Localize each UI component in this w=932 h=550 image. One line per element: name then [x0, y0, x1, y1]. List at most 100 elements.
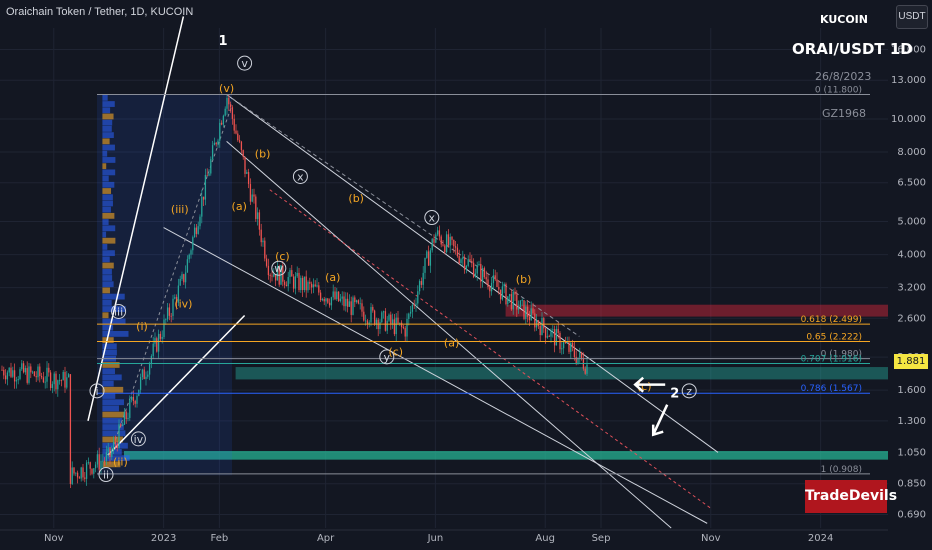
x-tick-label: Nov: [701, 533, 721, 544]
candle: [296, 272, 298, 277]
candle: [13, 370, 16, 382]
volume-profile-bar: [102, 94, 108, 101]
candle: [292, 276, 295, 289]
candle: [417, 291, 419, 304]
candle: [512, 291, 514, 310]
candle: [105, 452, 108, 461]
y-tick-label: 13.000: [891, 75, 926, 86]
candle: [174, 297, 176, 299]
y-axis: 16.000 13.000 10.000 8.000 6.500 5.000 4.000 3.…: [888, 0, 932, 550]
candle: [395, 317, 397, 335]
wave-label: (iii): [171, 203, 189, 216]
wave-label: (iv): [174, 297, 192, 310]
candle: [154, 338, 156, 344]
candle: [75, 472, 77, 474]
candle: [444, 245, 446, 253]
candle: [467, 259, 469, 266]
volume-profile-bar: [102, 281, 114, 288]
price-unit-button[interactable]: USDT: [896, 5, 928, 29]
volume-profile-bar: [102, 212, 115, 219]
candle: [301, 277, 304, 291]
volume-profile-bar: [102, 150, 108, 157]
volume-profile-bar: [102, 455, 130, 462]
candle: [399, 322, 401, 324]
candle: [503, 284, 505, 287]
volume-profile-bar: [102, 411, 125, 418]
candle: [309, 281, 311, 284]
candle: [372, 307, 374, 311]
wave-label: (a): [444, 336, 459, 349]
zone-resistance: [505, 304, 888, 317]
candle: [291, 270, 293, 277]
candle: [67, 374, 70, 378]
volume-profile-bar: [102, 188, 112, 194]
volume-profile-bar: [102, 343, 117, 350]
candle: [303, 276, 306, 291]
x-axis: Nov 2023 Feb Apr Jun Aug Sep Nov 2024: [0, 529, 932, 550]
candle: [264, 240, 266, 259]
y-tick-label: 4.000: [897, 250, 926, 261]
candle: [3, 369, 5, 376]
candle: [60, 380, 63, 382]
candle: [539, 325, 541, 336]
candle: [451, 236, 453, 240]
candle: [244, 156, 246, 174]
candle: [179, 278, 181, 286]
wave-circle: [89, 383, 105, 399]
candle: [228, 97, 230, 105]
candle: [523, 300, 525, 319]
fib-label: 1 (0.908): [821, 465, 862, 475]
candle: [370, 307, 372, 323]
candle: [314, 284, 316, 287]
candle: [586, 364, 588, 374]
candle: [193, 227, 196, 238]
candle: [181, 274, 183, 279]
volume-profile-bar: [102, 231, 107, 238]
wave-label: x: [297, 170, 304, 183]
candle: [345, 298, 347, 307]
candle: [215, 142, 217, 145]
candle: [343, 296, 345, 307]
candle: [273, 274, 275, 277]
wave-circle: [237, 55, 253, 71]
candle: [247, 172, 250, 185]
candle: [462, 257, 464, 260]
candle: [555, 328, 558, 346]
candle: [541, 317, 543, 336]
watermark-exchange: KUCOIN: [820, 13, 868, 26]
candle: [528, 316, 531, 321]
zone-support-1: [235, 367, 889, 380]
candle: [271, 275, 273, 277]
candle: [307, 281, 309, 291]
volume-profile-bar: [102, 299, 112, 306]
candle: [310, 283, 313, 288]
x-tick-label: 2024: [808, 533, 833, 544]
candle: [78, 477, 81, 479]
watermark-date: 26/8/2023: [815, 70, 872, 83]
candle: [148, 363, 151, 375]
candle: [537, 320, 540, 326]
wave-label: (c): [388, 346, 403, 359]
channel-upper: [226, 94, 719, 453]
fib-levels: 0 (11.800) 0.618 (2.499) 0.65 (2.222) 0 (1.…: [97, 86, 870, 475]
y-tick-label: 3.200: [897, 283, 926, 294]
fib-label: 0.65 (2.222): [806, 333, 862, 343]
candle: [517, 307, 520, 310]
candle: [98, 454, 100, 470]
candle: [42, 377, 45, 383]
wave-label: (b): [255, 148, 271, 161]
candle: [519, 300, 522, 308]
candle: [190, 250, 192, 255]
channel-lower: [226, 140, 672, 529]
candle: [474, 273, 477, 278]
candle: [429, 250, 432, 266]
candle: [71, 467, 73, 484]
candle: [507, 296, 509, 305]
candle: [411, 304, 414, 312]
volume-profile-bar: [102, 399, 125, 406]
candle: [157, 333, 160, 352]
volume-profile-bar: [102, 113, 114, 120]
candle: [168, 307, 171, 316]
candle: [300, 277, 302, 291]
